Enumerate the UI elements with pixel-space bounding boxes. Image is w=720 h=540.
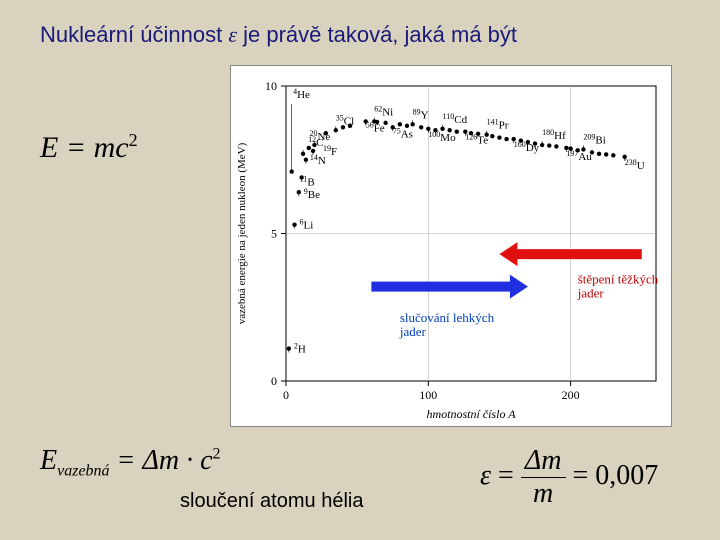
- eq3-val: = 0,007: [566, 460, 659, 491]
- eq2-mid: = Δm · c: [110, 445, 213, 476]
- svg-text:100: 100: [419, 388, 437, 402]
- svg-text:11B: 11B: [300, 174, 315, 188]
- svg-text:209Bi: 209Bi: [583, 132, 605, 146]
- svg-text:jader: jader: [399, 324, 427, 339]
- svg-text:160Dy: 160Dy: [514, 140, 540, 154]
- svg-text:6Li: 6Li: [300, 218, 314, 232]
- svg-text:štěpení těžkých: štěpení těžkých: [578, 272, 659, 287]
- svg-text:0: 0: [271, 374, 277, 388]
- svg-text:9Be: 9Be: [304, 187, 320, 201]
- svg-text:180Hf: 180Hf: [542, 128, 566, 142]
- equation-binding-energy: Evazebná = Δm · c2: [40, 445, 221, 481]
- svg-text:56Fe: 56Fe: [366, 120, 385, 134]
- svg-text:10: 10: [265, 79, 277, 93]
- binding-energy-chart: 0 100 200 0 5 10 hmotnostní číslo A vazebná ene…: [230, 65, 672, 427]
- eq3-num: Δm: [521, 445, 566, 478]
- svg-text:5: 5: [271, 227, 277, 241]
- title-suffix: je právě taková, jaká má být: [237, 22, 517, 47]
- eq2-lhs: E: [40, 445, 57, 476]
- svg-text:89Y: 89Y: [413, 107, 429, 121]
- svg-text:197Au: 197Au: [566, 149, 592, 163]
- svg-text:slučování lehkých: slučování lehkých: [400, 310, 495, 325]
- svg-text:2H: 2H: [294, 342, 306, 356]
- equation-efficiency: ε = Δmm = 0,007: [480, 445, 658, 510]
- title-epsilon: ε: [228, 22, 237, 47]
- svg-text:110Cd: 110Cd: [443, 112, 468, 126]
- svg-text:jader: jader: [577, 286, 605, 301]
- eq1-body: E = mc: [40, 131, 129, 164]
- svg-text:75As: 75As: [393, 126, 413, 140]
- eq3-eq: =: [491, 460, 521, 491]
- chart-svg: 0 100 200 0 5 10 hmotnostní číslo A vazebná ene…: [231, 66, 671, 426]
- eq2-sub: vazebná: [57, 463, 109, 480]
- svg-text:vazebná energie na jeden nukle: vazebná energie na jeden nukleon (MeV): [236, 142, 248, 324]
- svg-text:35Cl: 35Cl: [336, 113, 354, 127]
- svg-text:0: 0: [283, 388, 289, 402]
- svg-text:100Mo: 100Mo: [428, 130, 456, 144]
- svg-text:hmotnostní číslo A: hmotnostní číslo A: [426, 407, 516, 421]
- svg-text:14N: 14N: [310, 153, 326, 167]
- equation-emc2: E = mc2: [40, 130, 138, 165]
- svg-text:126Te: 126Te: [465, 133, 488, 147]
- svg-text:141Pr: 141Pr: [487, 118, 509, 132]
- svg-text:200: 200: [562, 388, 580, 402]
- caption: sloučení atomu hélia: [180, 490, 363, 513]
- svg-text:238U: 238U: [625, 158, 645, 172]
- title-prefix: Nukleární účinnost: [40, 22, 228, 47]
- page-title: Nukleární účinnost ε je právě taková, ja…: [40, 22, 517, 48]
- svg-text:4He: 4He: [293, 87, 310, 101]
- eq1-sup: 2: [129, 130, 138, 150]
- eq3-fraction: Δmm: [521, 445, 566, 510]
- svg-text:62Ni: 62Ni: [374, 104, 393, 118]
- eq3-den: m: [521, 478, 566, 510]
- eq2-sup: 2: [213, 446, 221, 463]
- eq3-eps: ε: [480, 460, 491, 491]
